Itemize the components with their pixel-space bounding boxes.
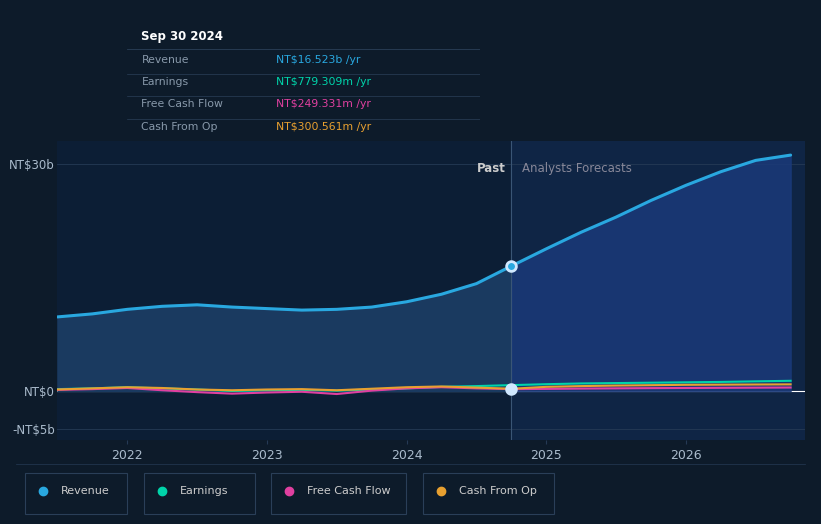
Text: Free Cash Flow: Free Cash Flow (307, 486, 391, 496)
Text: Revenue: Revenue (61, 486, 109, 496)
Text: Cash From Op: Cash From Op (459, 486, 537, 496)
Text: NT$779.309m /yr: NT$779.309m /yr (276, 78, 370, 88)
Text: NT$300.561m /yr: NT$300.561m /yr (276, 122, 370, 132)
Text: Free Cash Flow: Free Cash Flow (141, 100, 223, 110)
Text: Analysts Forecasts: Analysts Forecasts (522, 162, 632, 176)
Bar (57, 141, 511, 440)
Text: Past: Past (477, 162, 506, 176)
Text: NT$249.331m /yr: NT$249.331m /yr (276, 100, 370, 110)
Text: Sep 30 2024: Sep 30 2024 (141, 30, 223, 43)
Text: Revenue: Revenue (141, 55, 189, 65)
Text: Earnings: Earnings (180, 486, 228, 496)
Text: Earnings: Earnings (141, 78, 189, 88)
Bar (511, 141, 805, 440)
Text: NT$16.523b /yr: NT$16.523b /yr (276, 55, 360, 65)
Text: Cash From Op: Cash From Op (141, 122, 218, 132)
